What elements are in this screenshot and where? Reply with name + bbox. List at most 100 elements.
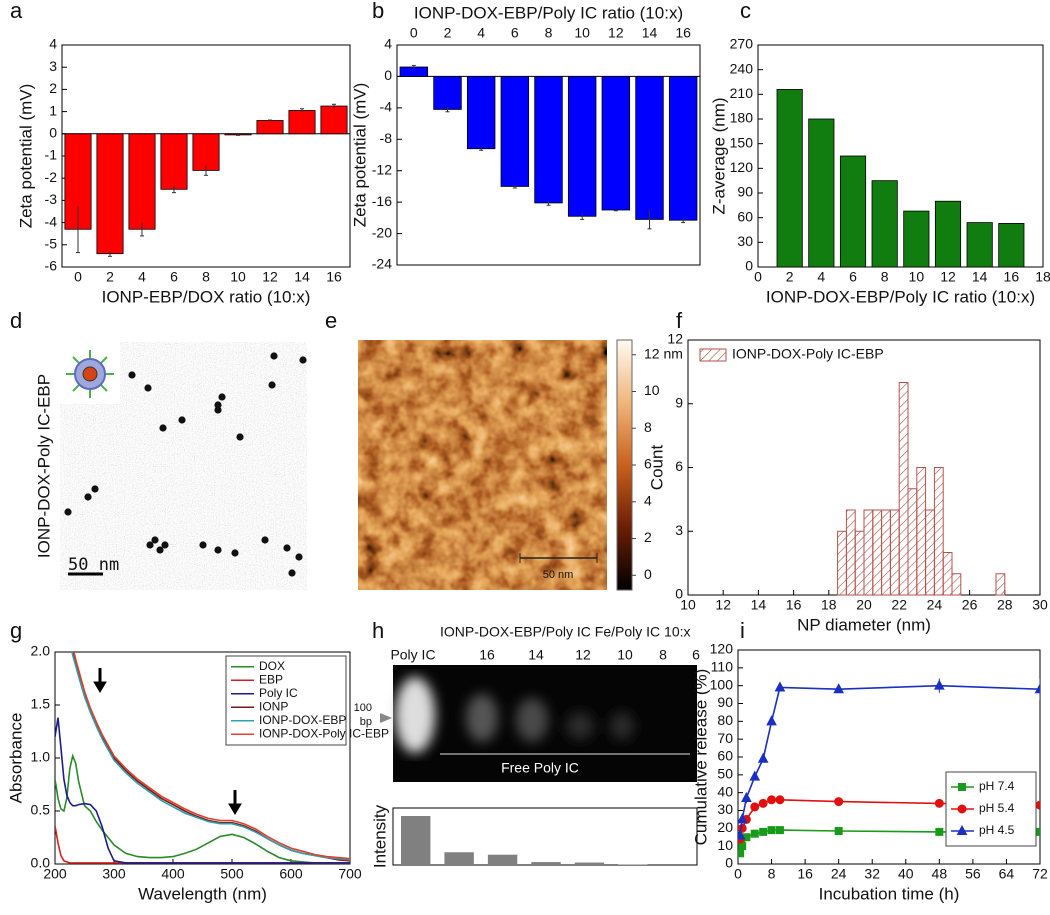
y-axis-label: Absorbance [6, 713, 25, 804]
legend-box [225, 655, 347, 746]
y-tick-label: 150 [730, 134, 754, 150]
bar [160, 133, 188, 190]
marker [749, 770, 761, 781]
particle [178, 416, 186, 424]
y-tick-label: -1 [45, 147, 58, 163]
sample-label: IONP-DOX-Poly IC-EBP [34, 374, 53, 558]
histogram-bar [995, 573, 1006, 596]
lane-label: 8 [659, 647, 667, 663]
x-tick-label: 10 [230, 269, 246, 285]
y-tick-label: 100 [710, 676, 734, 692]
plot-frame [392, 807, 698, 866]
particle [214, 406, 222, 414]
series-line [71, 652, 350, 861]
marker [934, 798, 944, 808]
x-tick-label: 2 [786, 269, 794, 285]
bar [500, 76, 530, 187]
y-tick-label: 0 [49, 125, 57, 141]
legend-label: pH 4.5 [979, 823, 1015, 837]
colorbar-tick-label: 6 [644, 456, 652, 472]
x-tick-label: 10 [574, 25, 590, 41]
bar [668, 76, 698, 221]
particle [299, 356, 307, 364]
particle [84, 493, 92, 501]
y-tick-label: 0 [384, 67, 392, 83]
particle [146, 541, 154, 549]
plot-frame [757, 44, 1044, 268]
lane-label: 12 [575, 647, 591, 663]
y-tick-label: 10 [717, 837, 733, 853]
x-tick-label: 14 [751, 597, 767, 613]
series-line [739, 799, 1040, 840]
histogram-bar [925, 509, 935, 596]
y-tick-label: 210 [730, 85, 754, 101]
y-tick-label: -8 [380, 130, 393, 146]
y-tick-label: 70 [717, 730, 733, 746]
particle [214, 546, 222, 554]
bar [466, 76, 496, 150]
histogram-bar [898, 382, 909, 596]
marker-label: bp [360, 716, 372, 728]
y-tick-label: -5 [45, 236, 58, 252]
x-tick-label: 12 [608, 25, 624, 41]
x-tick-label: 4 [817, 269, 825, 285]
y-tick-label: -3 [45, 191, 58, 207]
particle [199, 541, 207, 549]
legend-label: Poly IC [259, 686, 298, 700]
bar [487, 854, 518, 865]
x-tick-label: 56 [965, 866, 981, 882]
x-axis-label: NP diameter (nm) [797, 615, 931, 634]
bar [433, 76, 462, 110]
x-tick-label: 0 [410, 25, 418, 41]
marker [834, 827, 843, 836]
annotation-arrows [93, 668, 242, 815]
x-tick-label: 8 [881, 269, 889, 285]
x-tick-label: 12 [715, 597, 731, 613]
marker [766, 715, 777, 726]
bar [871, 180, 898, 268]
histogram-bar [942, 552, 953, 596]
bar [567, 76, 597, 217]
particle [128, 371, 136, 379]
legend-label: IONP [259, 699, 288, 713]
lane-label: 14 [528, 647, 544, 663]
y-tick-label: -24 [372, 256, 392, 272]
y-tick-label: 90 [737, 184, 753, 200]
y-tick-label: 90 [717, 694, 733, 710]
afm-background [358, 340, 607, 590]
scale-label: 50 nm [68, 555, 119, 575]
x-axis-label: IONP-EBP/DOX ratio (10:x) [102, 287, 311, 306]
x-tick-label: 6 [170, 269, 178, 285]
y-tick-label: 240 [730, 60, 754, 76]
x-tick-label: 18 [1035, 269, 1050, 285]
bar [601, 76, 631, 211]
x-tick-label: 40 [898, 866, 914, 882]
histogram-bar [854, 530, 865, 596]
y-tick-label: -16 [372, 193, 392, 209]
afm-image: 50 nm e [325, 308, 633, 591]
colorbar [616, 339, 633, 591]
x-tick-label: 6 [849, 269, 857, 285]
x-tick-label: 4 [138, 269, 146, 285]
x-tick-label: 30 [1032, 597, 1048, 613]
scale-label: 50 nm [543, 569, 574, 581]
panel-label: h [372, 618, 384, 643]
particle [91, 485, 99, 493]
bar [839, 155, 867, 268]
x-tick-label: 8 [202, 269, 210, 285]
legend-label: IONP-DOX-Poly IC-EBP [732, 346, 884, 362]
y-tick-label: 30 [717, 801, 733, 817]
bar [256, 120, 284, 135]
x-tick-label: 200 [43, 866, 67, 882]
x-tick-label: 700 [338, 866, 362, 882]
y-axis-label: Cumulative release (%) [691, 669, 710, 846]
nanoparticle-icon [66, 350, 114, 398]
tem-image: 50 nm IONP-DOX-Poly IC-EBP d [10, 308, 307, 590]
y-tick-label: 40 [717, 783, 733, 799]
gel-header: IONP-DOX-EBP/Poly IC Fe/Poly IC 10:x [440, 624, 691, 640]
x-tick-label: 14 [972, 269, 988, 285]
y-tick-label: -20 [372, 224, 392, 240]
x-tick-label: 16 [786, 597, 802, 613]
series-line [73, 652, 350, 860]
